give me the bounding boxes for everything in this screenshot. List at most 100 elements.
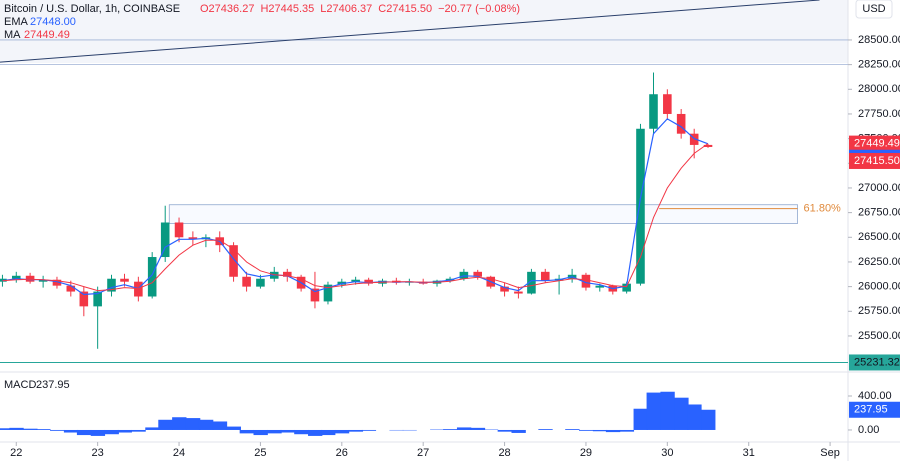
y-tick-label: 27750.00 — [858, 108, 900, 120]
x-tick-label: 30 — [661, 447, 673, 459]
candle-body — [676, 113, 686, 134]
macd-name: MACD — [4, 379, 36, 391]
ohlc-legend: O27436.27 H27445.35 L27406.37 C27415.50 −20.… — [200, 3, 520, 15]
candle-body — [540, 271, 550, 281]
price-tag-label: 25231.32 — [854, 356, 900, 368]
macd-bar — [172, 417, 187, 430]
macd-bar — [538, 429, 553, 430]
candle-body — [473, 271, 483, 277]
candle-body — [703, 144, 713, 147]
candle-body — [188, 237, 198, 240]
ohlc-value: C27415.50 — [378, 3, 432, 15]
macd-bar — [565, 429, 580, 430]
macd-bar — [605, 429, 621, 433]
candle-body — [66, 285, 76, 292]
fib-zone — [168, 204, 798, 224]
fib-label: 61.80% — [804, 203, 842, 215]
ema-value: 27448.00 — [30, 16, 76, 28]
y-tick-label: 26250.00 — [858, 256, 900, 268]
ohlc-value: O27436.27 — [200, 3, 254, 15]
y-tick-label: 28500.00 — [858, 34, 900, 46]
x-tick-label: 27 — [417, 447, 429, 459]
macd-bar — [443, 429, 458, 430]
macd-tag-label: 237.95 — [854, 404, 888, 416]
plot — [0, 0, 848, 436]
price-tag — [849, 152, 900, 169]
candle-body — [351, 279, 360, 282]
candle-body — [38, 279, 48, 282]
macd-bar — [145, 427, 160, 430]
macd-tick-label: 400.00 — [858, 390, 892, 402]
ohlc-value: −20.77 (−0.08%) — [438, 3, 520, 15]
currency-box[interactable] — [855, 0, 893, 19]
macd-bar — [633, 408, 648, 430]
candle-body — [242, 276, 251, 287]
x-tick-label: 28 — [498, 447, 510, 459]
price-tag — [849, 135, 900, 152]
macd-bar — [674, 397, 689, 430]
x-tick-label: 23 — [92, 447, 104, 459]
y-tick-label: 26500.00 — [858, 231, 900, 243]
macd-bar — [104, 429, 119, 435]
candle-body — [364, 279, 373, 284]
macd-bar — [334, 429, 350, 434]
candle-body — [622, 283, 631, 292]
candle-body — [500, 286, 509, 292]
macd-bar — [267, 429, 282, 434]
candle-body — [79, 291, 89, 307]
macd-bar — [36, 429, 51, 430]
price-tag — [849, 354, 900, 371]
candle-body — [595, 285, 605, 288]
macd-bar — [0, 428, 10, 430]
macd-bar — [470, 427, 486, 430]
candle-body — [527, 271, 536, 294]
chart-title: Bitcoin / U.S. Dollar, 1h, COINBASE — [4, 3, 180, 15]
price-tag-label: 27415.50 — [854, 155, 900, 167]
macd-bar — [348, 429, 364, 432]
macd-bar — [294, 429, 309, 435]
y-tick-label: 28250.00 — [858, 59, 900, 71]
candle-body — [256, 278, 265, 287]
macd-bar — [158, 419, 173, 430]
y-tick-label: 27000.00 — [858, 182, 900, 194]
macd-bar — [280, 429, 295, 433]
x-tick-label: Sep — [820, 447, 840, 459]
macd-bar — [117, 429, 132, 433]
x-tick-label: 29 — [580, 447, 592, 459]
x-tick-label: 25 — [254, 447, 266, 459]
price-tag-label: 27449.49 — [854, 138, 900, 150]
candle-body — [11, 275, 21, 279]
macd-bar — [185, 418, 201, 430]
macd-bar — [63, 429, 79, 433]
macd-bar — [9, 427, 24, 430]
macd-bar — [646, 392, 661, 430]
macd-bar — [456, 427, 472, 430]
candle-body — [160, 222, 170, 258]
macd-bar — [619, 429, 635, 432]
y-tick-label: 26750.00 — [858, 207, 900, 219]
candle-body — [514, 291, 523, 294]
y-tick-label: 25750.00 — [858, 305, 900, 317]
trend-line — [0, 0, 820, 63]
candle-body — [689, 133, 699, 145]
candle-body — [93, 291, 102, 307]
top-band — [0, 0, 848, 63]
macd-bar — [212, 421, 228, 430]
x-tick-label: 22 — [10, 447, 22, 459]
x-tick-label: 26 — [336, 447, 348, 459]
macd-bar — [131, 429, 146, 432]
candle-body — [636, 128, 645, 284]
x-tick-label: 31 — [743, 447, 755, 459]
macd-bar — [226, 426, 241, 430]
candle-body — [174, 222, 184, 238]
macd-bar — [701, 409, 716, 430]
macd-bar — [361, 429, 377, 431]
macd-bar — [239, 429, 255, 434]
candle-body — [52, 279, 62, 286]
currency[interactable]: USD — [862, 3, 885, 15]
candle-body — [147, 257, 157, 297]
candle-body — [649, 94, 658, 129]
macd-bar — [198, 419, 214, 430]
candle-body — [282, 271, 292, 277]
